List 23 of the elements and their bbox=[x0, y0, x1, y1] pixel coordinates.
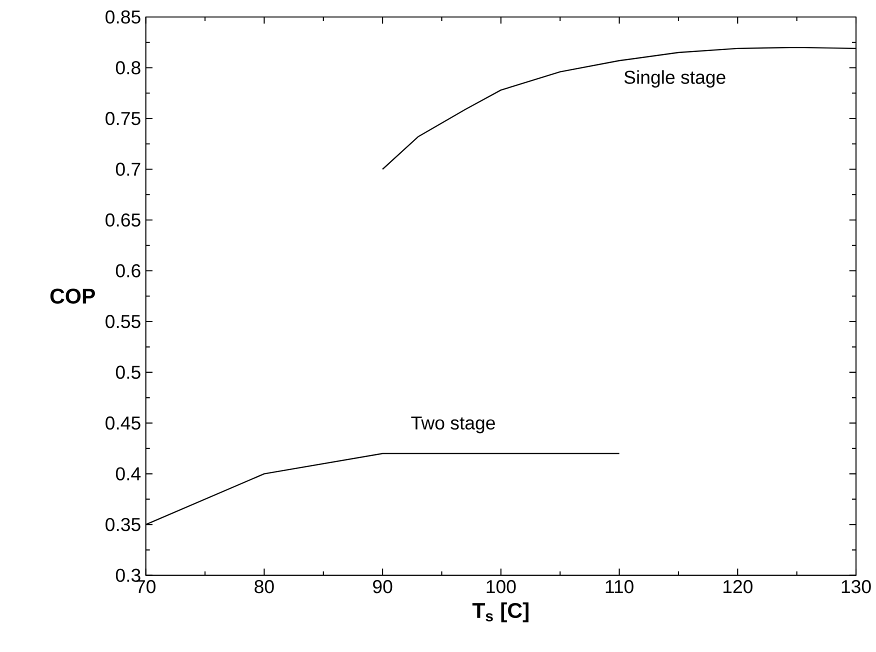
x-tick-label: 110 bbox=[606, 580, 634, 594]
y-axis-title: COP bbox=[50, 288, 95, 304]
y-tick-label: 0.35 bbox=[106, 518, 140, 532]
x-tick-label: 100 bbox=[486, 580, 516, 594]
series-label: Single stage bbox=[624, 70, 726, 88]
x-tick-label: 80 bbox=[254, 580, 274, 594]
y-tick-label: 0.75 bbox=[106, 112, 140, 125]
series-label: Two stage bbox=[411, 416, 495, 434]
y-tick-label: 0.5 bbox=[116, 366, 140, 379]
x-tick-label: 120 bbox=[724, 580, 752, 594]
y-tick-label: 0.85 bbox=[106, 10, 140, 24]
y-tick-label: 0.3 bbox=[116, 568, 140, 582]
y-tick-label: 0.7 bbox=[116, 162, 140, 176]
y-tick-label: 0.4 bbox=[116, 467, 141, 480]
y-tick-label: 0.55 bbox=[106, 314, 140, 328]
x-axis-title: T$_{s}$ [C] bbox=[472, 602, 528, 622]
y-tick-label: 0.45 bbox=[106, 416, 140, 430]
y-tick-label: 0.6 bbox=[116, 264, 140, 278]
x-tick-label: 90 bbox=[373, 580, 392, 594]
y-tick-label: 0.65 bbox=[106, 213, 140, 227]
x-tick-label: 70 bbox=[136, 580, 156, 594]
x-tick-label: 130 bbox=[842, 580, 871, 594]
y-tick-label: 0.8 bbox=[116, 61, 140, 74]
